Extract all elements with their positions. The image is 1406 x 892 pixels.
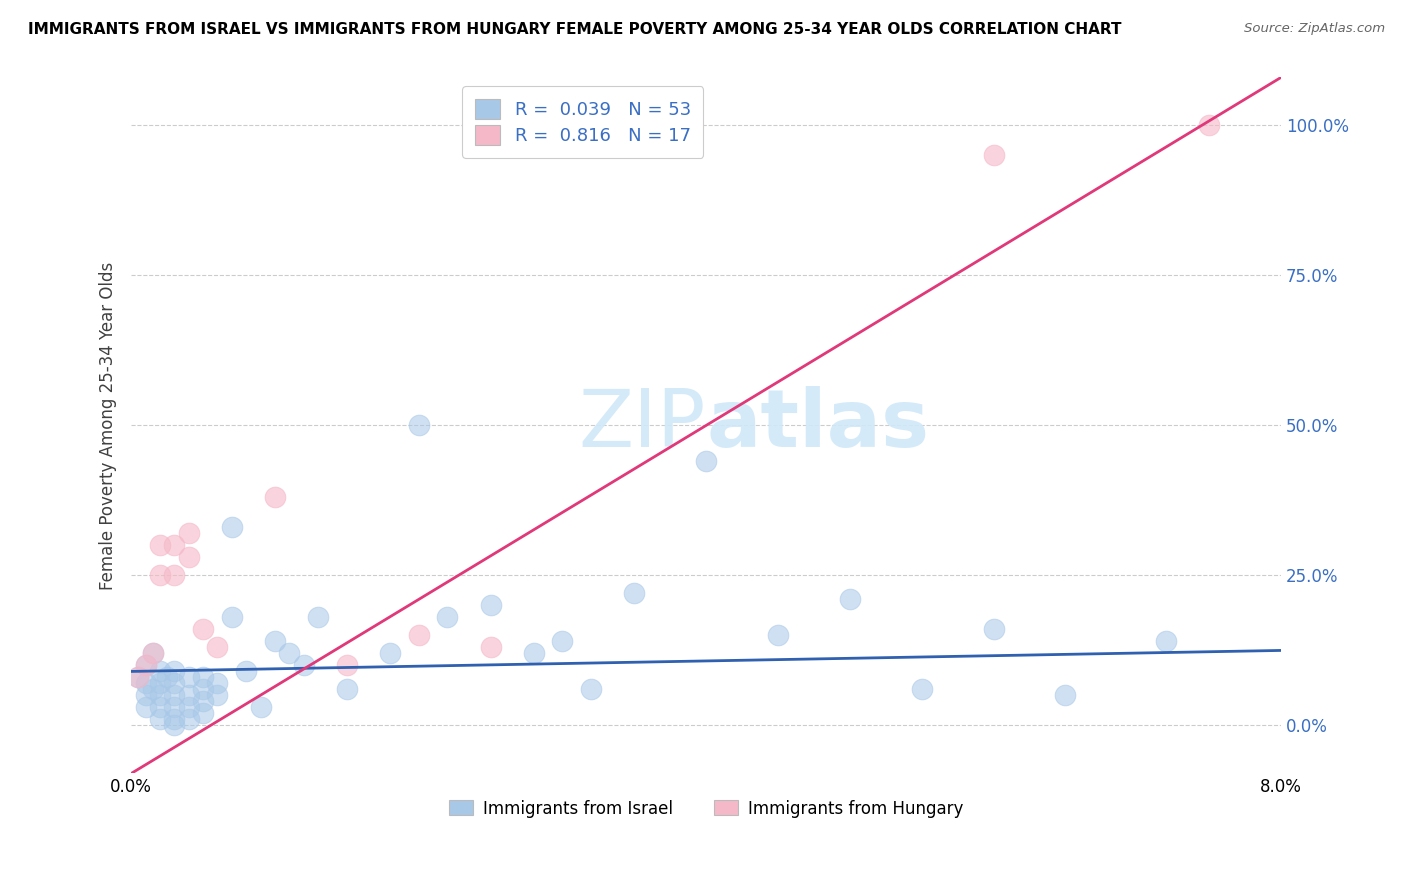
Point [135, 658, 157, 673]
Point [191, 706, 214, 721]
Point [695, 454, 717, 468]
Text: ZIP: ZIP [579, 386, 706, 465]
Point [149, 676, 172, 690]
Point [177, 713, 200, 727]
Point [177, 670, 200, 684]
Point [838, 592, 860, 607]
Point [163, 665, 186, 679]
Point [479, 640, 502, 655]
Point [149, 568, 172, 582]
Point [221, 610, 243, 624]
Point [163, 718, 186, 732]
Point [163, 568, 186, 582]
Point [264, 634, 287, 648]
Point [207, 640, 229, 655]
Point [149, 689, 172, 703]
Point [623, 586, 645, 600]
Point [149, 713, 172, 727]
Point [1154, 634, 1177, 648]
Point [127, 670, 149, 684]
Point [579, 682, 602, 697]
Point [249, 700, 271, 714]
Point [163, 538, 186, 552]
Point [378, 647, 401, 661]
Point [191, 694, 214, 708]
Point [149, 665, 172, 679]
Point [264, 491, 287, 505]
Point [149, 538, 172, 552]
Point [127, 670, 149, 684]
Point [307, 610, 329, 624]
Point [177, 526, 200, 541]
Point [135, 658, 157, 673]
Point [142, 647, 165, 661]
Point [983, 148, 1005, 162]
Point [479, 599, 502, 613]
Point [163, 676, 186, 690]
Point [207, 689, 229, 703]
Point [436, 610, 458, 624]
Point [163, 689, 186, 703]
Point [177, 700, 200, 714]
Legend: Immigrants from Israel, Immigrants from Hungary: Immigrants from Israel, Immigrants from … [443, 793, 970, 824]
Point [135, 676, 157, 690]
Point [1054, 689, 1077, 703]
Point [135, 700, 157, 714]
Point [408, 628, 430, 642]
Point [163, 713, 186, 727]
Y-axis label: Female Poverty Among 25-34 Year Olds: Female Poverty Among 25-34 Year Olds [100, 261, 117, 590]
Text: atlas: atlas [706, 386, 929, 465]
Text: IMMIGRANTS FROM ISRAEL VS IMMIGRANTS FROM HUNGARY FEMALE POVERTY AMONG 25-34 YEA: IMMIGRANTS FROM ISRAEL VS IMMIGRANTS FRO… [28, 22, 1122, 37]
Point [191, 682, 214, 697]
Point [911, 682, 934, 697]
Point [156, 670, 179, 684]
Point [191, 670, 214, 684]
Point [523, 647, 546, 661]
Point [163, 700, 186, 714]
Point [207, 676, 229, 690]
Point [177, 689, 200, 703]
Point [142, 682, 165, 697]
Point [408, 418, 430, 433]
Point [235, 665, 257, 679]
Point [149, 700, 172, 714]
Point [292, 658, 315, 673]
Point [336, 658, 359, 673]
Point [336, 682, 359, 697]
Point [191, 623, 214, 637]
Point [135, 689, 157, 703]
Point [221, 520, 243, 534]
Point [142, 647, 165, 661]
Point [278, 647, 301, 661]
Point [766, 628, 789, 642]
Point [1198, 119, 1220, 133]
Point [177, 550, 200, 565]
Point [983, 623, 1005, 637]
Point [551, 634, 574, 648]
Text: Source: ZipAtlas.com: Source: ZipAtlas.com [1244, 22, 1385, 36]
